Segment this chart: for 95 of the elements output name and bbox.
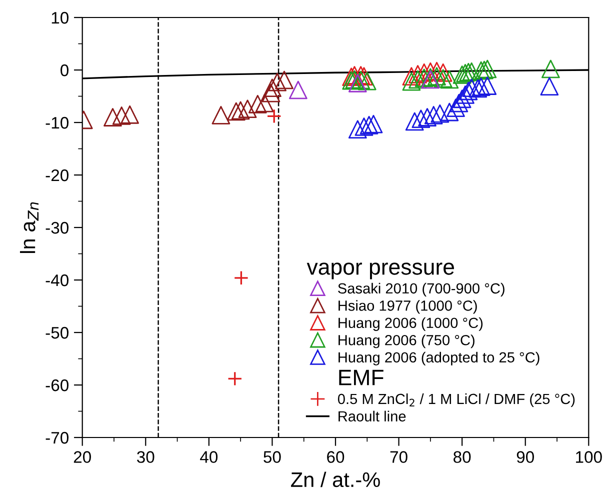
point <box>452 90 472 108</box>
annotation: EMF <box>339 370 384 386</box>
point <box>418 108 436 126</box>
legend-label: 0.5 M ZnCl$_{2}$ / 1 M LiCl / DMF (25 °C) <box>338 393 575 408</box>
legend-title: vapor pressure <box>306 262 454 280</box>
point <box>468 79 488 98</box>
point <box>112 106 131 125</box>
point <box>408 65 427 84</box>
y-tick-label: -50 <box>46 326 69 339</box>
point <box>424 106 443 124</box>
point <box>540 77 559 96</box>
y-tick-label: -10 <box>46 116 69 129</box>
point <box>231 101 250 120</box>
point <box>462 62 481 81</box>
point <box>345 66 364 84</box>
x-tick-label: 40 <box>200 451 218 463</box>
point <box>234 270 249 286</box>
point <box>226 102 246 121</box>
point <box>472 78 490 96</box>
x-tick-label: 30 <box>137 451 154 463</box>
legend-label: Raoult line <box>338 410 406 422</box>
point <box>352 70 370 90</box>
point <box>342 68 361 86</box>
point <box>452 66 472 84</box>
point <box>104 108 122 126</box>
point <box>238 100 257 118</box>
point <box>402 67 421 86</box>
x-tick-label: 80 <box>454 451 471 463</box>
point <box>262 84 280 102</box>
point <box>475 60 494 80</box>
x-tick-label: 90 <box>516 451 534 463</box>
legend-label: Sasaki 2010 (700-900 °C) <box>338 282 504 296</box>
x-tick-label: 100 <box>576 451 602 463</box>
y-tick-label: -60 <box>46 379 69 392</box>
point <box>412 110 430 128</box>
point <box>255 94 274 112</box>
point <box>342 71 361 90</box>
point <box>414 63 434 82</box>
legend-label: Huang 2006 (adopted to 25 °C) <box>338 352 540 366</box>
point <box>348 74 367 92</box>
point <box>345 70 364 89</box>
y-tick-label: -40 <box>46 274 69 286</box>
x-tick-label: 60 <box>327 451 344 463</box>
point <box>266 108 282 124</box>
point <box>275 70 294 90</box>
point <box>434 69 452 88</box>
point <box>288 80 308 100</box>
point <box>478 60 497 78</box>
point <box>462 78 481 98</box>
point <box>227 371 242 386</box>
point <box>263 78 282 98</box>
y-axis-title: ln a$_{Zn}$ <box>20 202 38 253</box>
point <box>541 60 560 78</box>
point <box>478 76 497 95</box>
point <box>450 94 468 112</box>
point <box>364 114 383 134</box>
y-tick-label: -30 <box>46 222 69 234</box>
point <box>120 105 140 124</box>
point <box>354 67 374 86</box>
point <box>430 104 450 123</box>
x-tick-label: 50 <box>264 451 281 463</box>
point <box>421 62 440 81</box>
point <box>248 94 267 114</box>
y-tick-label: -20 <box>46 169 69 182</box>
point <box>459 62 478 82</box>
legend-label: Hsiao 1977 (1000 °C) <box>338 300 477 314</box>
point <box>459 82 478 100</box>
x-tick-label: 20 <box>74 451 91 463</box>
point <box>402 72 421 91</box>
point <box>434 63 452 82</box>
point <box>414 68 434 88</box>
point <box>354 118 374 136</box>
y-tick-label: 10 <box>52 12 69 24</box>
point <box>348 120 367 139</box>
point <box>408 70 427 89</box>
legend-label: Huang 2006 (1000 °C) <box>338 317 483 331</box>
point <box>352 66 370 84</box>
y-tick-label: 0 <box>60 64 69 76</box>
point <box>360 116 378 134</box>
point <box>268 72 286 92</box>
point <box>428 62 446 80</box>
point <box>358 72 376 90</box>
x-axis-title: Zn / at.-% <box>291 472 380 488</box>
point <box>456 85 474 104</box>
point <box>472 61 490 80</box>
x-tick-label: 70 <box>390 451 408 463</box>
point <box>440 102 459 122</box>
point <box>446 98 465 117</box>
point <box>428 67 446 86</box>
point <box>212 106 230 124</box>
point <box>456 64 474 82</box>
legend-label: Huang 2006 (750 °C) <box>338 334 474 348</box>
y-tick-label: -70 <box>46 432 69 444</box>
point <box>405 112 424 131</box>
point <box>440 70 459 89</box>
